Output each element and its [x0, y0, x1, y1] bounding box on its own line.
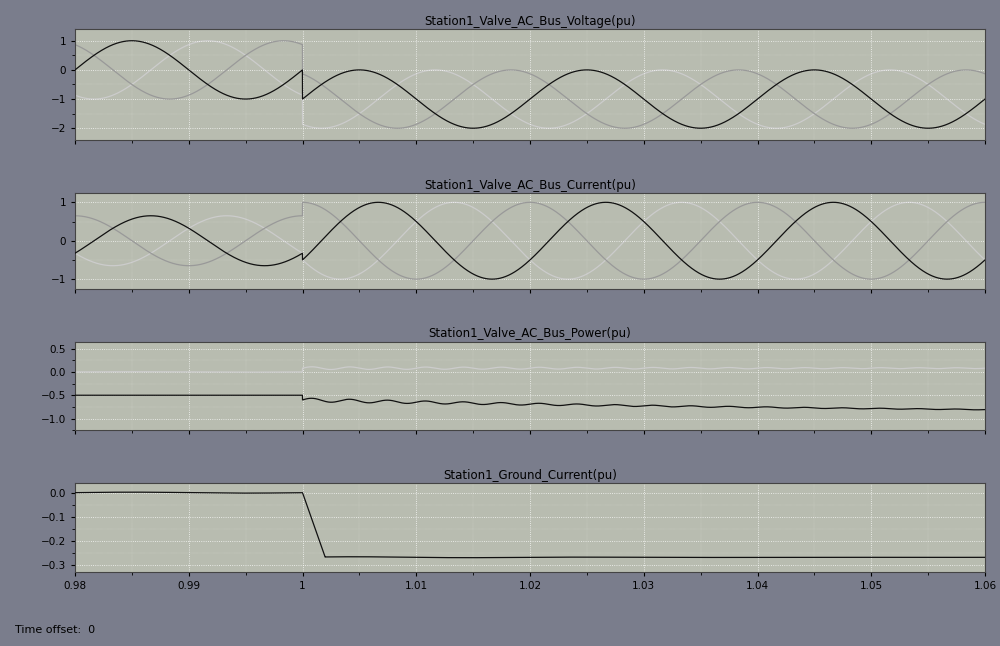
Title: Station1_Valve_AC_Bus_Current(pu): Station1_Valve_AC_Bus_Current(pu) — [424, 178, 636, 192]
Title: Station1_Valve_AC_Bus_Voltage(pu): Station1_Valve_AC_Bus_Voltage(pu) — [424, 15, 636, 28]
Title: Station1_Ground_Current(pu): Station1_Ground_Current(pu) — [443, 469, 617, 482]
Title: Station1_Valve_AC_Bus_Power(pu): Station1_Valve_AC_Bus_Power(pu) — [429, 328, 631, 340]
Text: Time offset:  0: Time offset: 0 — [15, 625, 95, 635]
